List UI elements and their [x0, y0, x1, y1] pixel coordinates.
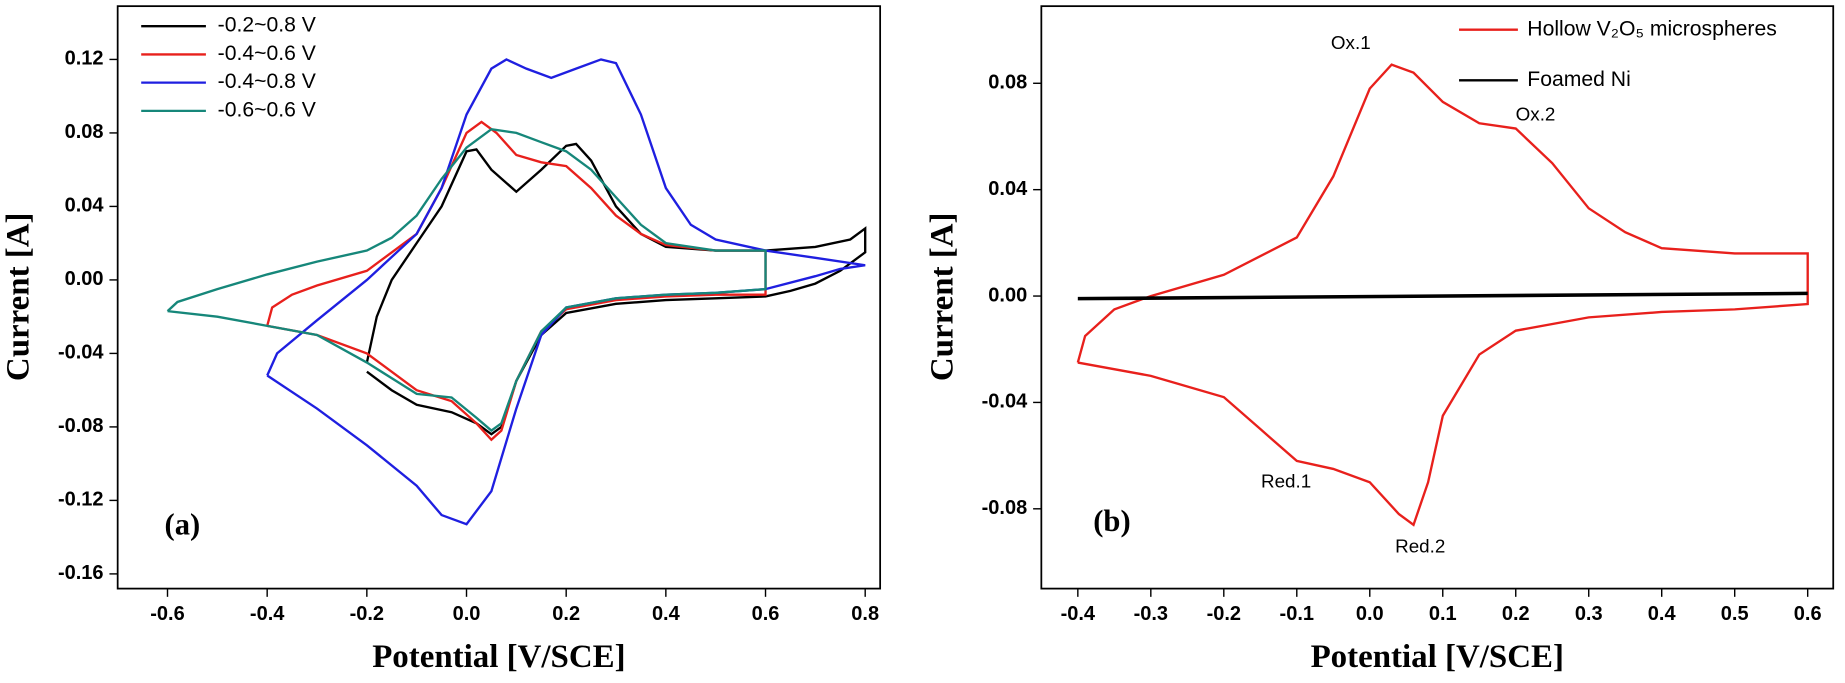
x-tick-label: -0.2 — [1207, 603, 1241, 625]
series-line — [1077, 291, 1808, 301]
panel-label: (b) — [1093, 504, 1130, 538]
y-tick-label: 0.12 — [65, 48, 104, 70]
x-axis-title: Potential [V/SCE] — [1311, 639, 1564, 675]
legend-label: Hollow V₂O₅ microspheres — [1527, 17, 1777, 40]
legend-label: -0.6~0.6 V — [218, 98, 317, 121]
y-tick-label: -0.08 — [58, 415, 104, 437]
legend-label: -0.4~0.8 V — [218, 70, 317, 93]
x-tick-label: -0.6 — [150, 603, 184, 625]
y-axis-title: Current [A] — [924, 212, 960, 381]
annotation: Ox.1 — [1331, 32, 1371, 53]
x-tick-label: 0.6 — [752, 603, 780, 625]
series-line — [266, 58, 866, 526]
x-tick-label: 0.4 — [652, 603, 681, 625]
legend-label: -0.2~0.8 V — [218, 14, 317, 37]
y-tick-label: 0.04 — [988, 178, 1028, 200]
annotation: Ox.2 — [1516, 104, 1556, 125]
y-tick-label: -0.04 — [982, 391, 1028, 413]
x-tick-label: 0.2 — [552, 603, 580, 625]
y-tick-label: -0.04 — [58, 342, 104, 364]
x-tick-label: 0.6 — [1794, 603, 1822, 625]
x-tick-label: 0.0 — [1356, 603, 1384, 625]
x-tick-label: -0.4 — [1061, 603, 1096, 625]
legend-label: -0.4~0.6 V — [218, 42, 317, 65]
y-tick-label: 0.08 — [65, 121, 104, 143]
x-tick-label: 0.8 — [851, 603, 879, 625]
x-tick-label: 0.5 — [1721, 603, 1749, 625]
annotation: Red.1 — [1261, 471, 1311, 492]
x-tick-label: -0.2 — [350, 603, 384, 625]
series-line — [166, 127, 767, 433]
y-tick-label: -0.12 — [58, 489, 104, 511]
x-tick-label: -0.1 — [1280, 603, 1314, 625]
x-tick-label: 0.2 — [1502, 603, 1530, 625]
panel-label: (a) — [165, 507, 201, 541]
series-line — [1076, 63, 1809, 527]
plot-frame — [1040, 5, 1835, 590]
x-axis-title: Potential [V/SCE] — [372, 639, 625, 675]
y-tick-label: 0.04 — [65, 195, 105, 217]
annotation: Red.2 — [1395, 535, 1445, 556]
series-line — [266, 120, 767, 442]
y-axis-title: Current [A] — [1, 212, 37, 381]
y-tick-label: 0.00 — [65, 268, 104, 290]
y-tick-label: -0.16 — [58, 562, 104, 584]
plot-frame — [116, 5, 882, 590]
x-tick-label: -0.3 — [1134, 603, 1168, 625]
x-tick-label: 0.1 — [1429, 603, 1457, 625]
y-tick-label: -0.08 — [982, 497, 1028, 519]
x-tick-label: 0.0 — [453, 603, 481, 625]
y-tick-label: 0.08 — [988, 72, 1027, 94]
legend-label: Foamed Ni — [1527, 68, 1630, 91]
x-tick-label: 0.3 — [1575, 603, 1603, 625]
x-tick-label: 0.4 — [1648, 603, 1677, 625]
x-tick-label: -0.4 — [250, 603, 285, 625]
y-tick-label: 0.00 — [988, 284, 1027, 306]
